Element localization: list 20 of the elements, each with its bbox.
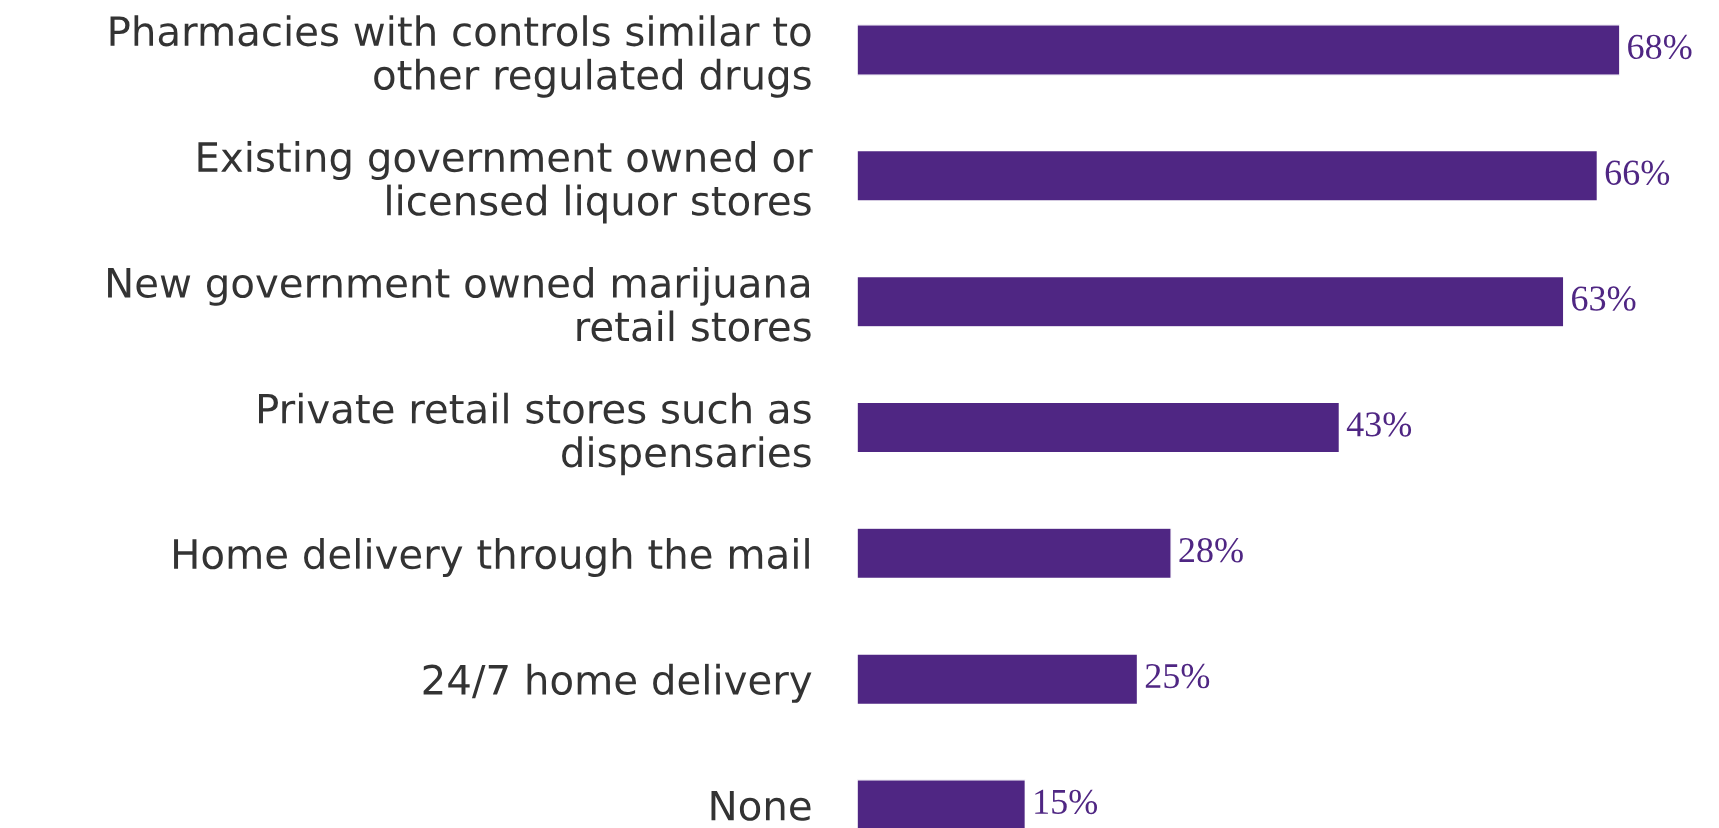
y-tick-label: 24/7 home delivery [423, 663, 812, 703]
bar [857, 275, 1565, 328]
bar [857, 401, 1341, 454]
data-label: 28% [1179, 538, 1243, 563]
y-tick-label: Pharmacies with controls similar to other regulated drugs [110, 15, 811, 98]
y-tick-label: New government owned marijuana retail stores [108, 266, 811, 342]
y-tick-label: Existing government owned or licensed liquor stores [198, 141, 813, 224]
data-label: 43% [1346, 412, 1412, 437]
data-label: 25% [1145, 663, 1210, 689]
y-tick-label: Private retail stores such as dispensaries [259, 392, 811, 476]
bar [857, 149, 1599, 202]
bar [857, 653, 1139, 706]
data-label: 66% [1605, 160, 1670, 185]
y-tick-label: None [711, 790, 811, 821]
data-label: 63% [1572, 286, 1636, 311]
data-label: 68% [1628, 34, 1692, 60]
bar [857, 527, 1172, 580]
data-label: 15% [1035, 789, 1098, 815]
bar [857, 24, 1621, 76]
y-tick-label: Home delivery through the mail [174, 538, 809, 578]
